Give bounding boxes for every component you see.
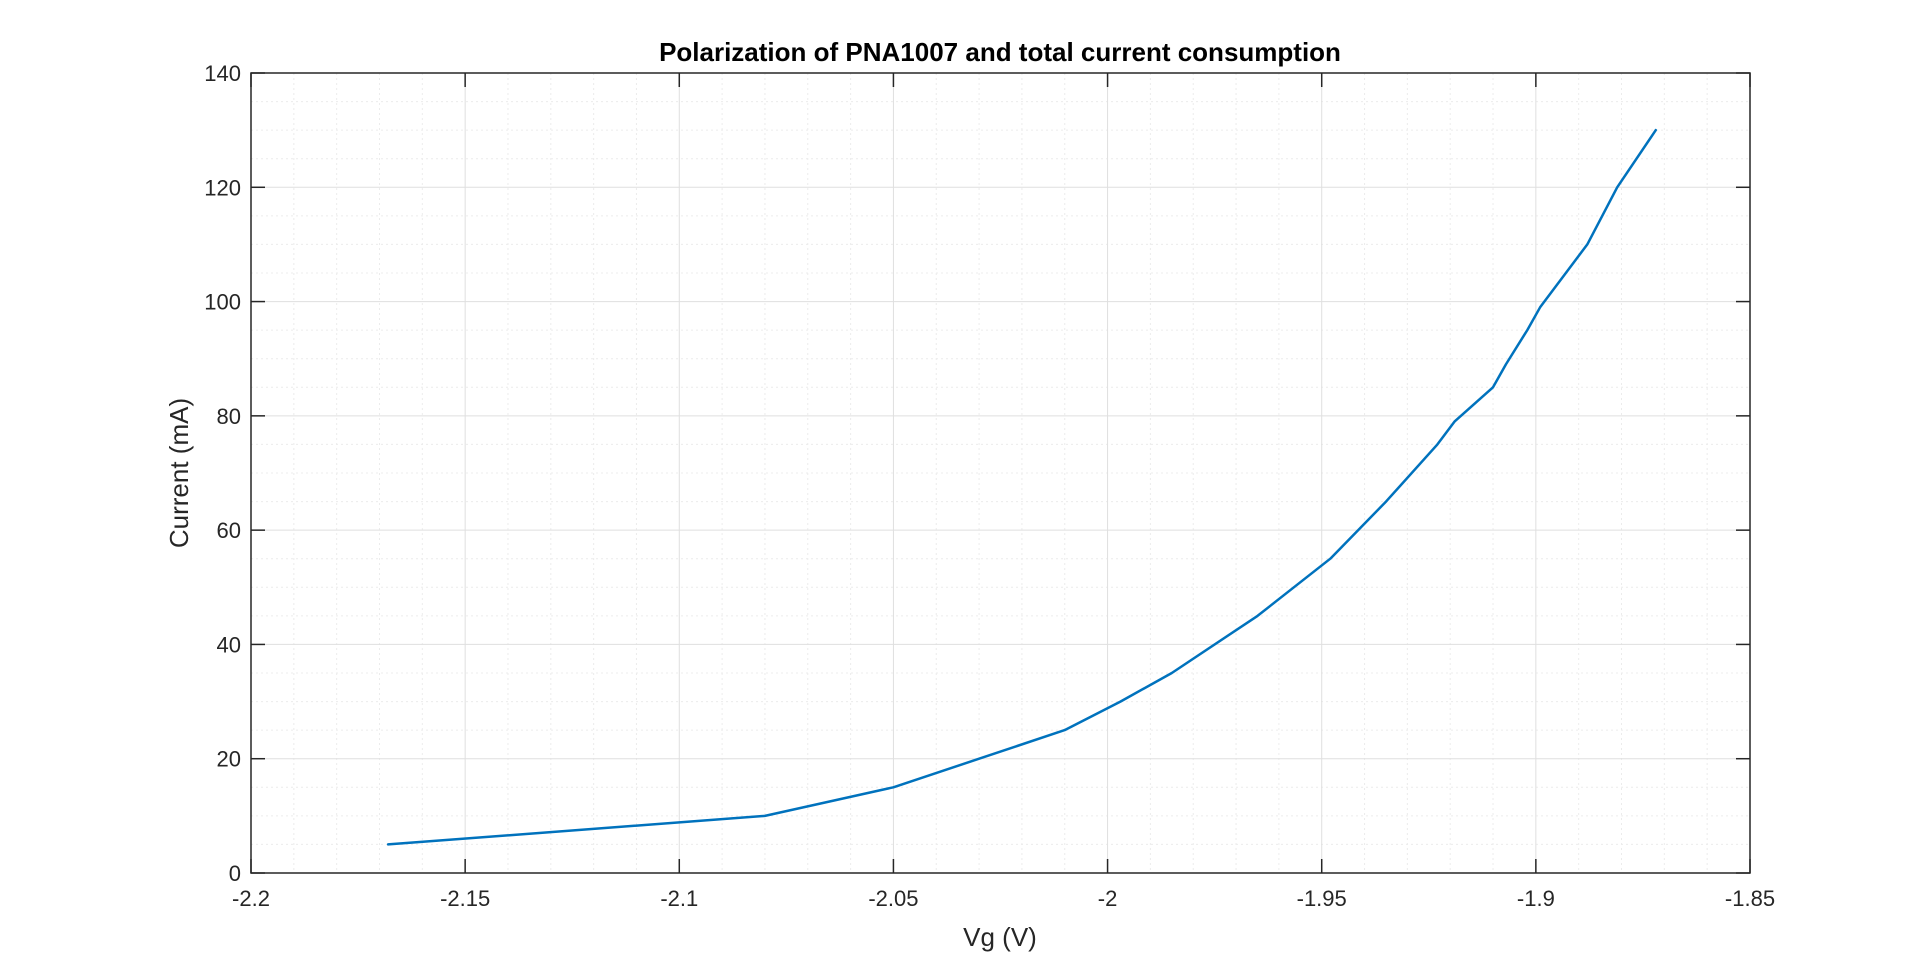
x-tick-label: -1.85 <box>1725 886 1775 911</box>
x-tick-label: -2.15 <box>440 886 490 911</box>
y-tick-label: 0 <box>229 861 241 886</box>
x-tick-label: -2 <box>1098 886 1118 911</box>
axes-box <box>250 72 1751 874</box>
series-line <box>386 128 1658 846</box>
x-tick-label: -1.95 <box>1297 886 1347 911</box>
x-tick-label: -1.9 <box>1517 886 1555 911</box>
x-axis-label: Vg (V) <box>963 922 1037 952</box>
x-tick-label: -2.2 <box>232 886 270 911</box>
plot-area-background <box>251 73 1750 873</box>
y-tick-label: 100 <box>204 290 241 315</box>
tick-marks <box>250 72 1751 874</box>
y-tick-label: 80 <box>217 404 241 429</box>
y-tick-label: 40 <box>217 632 241 657</box>
x-tick-label: -2.1 <box>660 886 698 911</box>
chart-title: Polarization of PNA1007 and total curren… <box>659 37 1341 67</box>
minor-grid <box>251 73 1750 873</box>
y-axis-label: Current (mA) <box>164 398 194 548</box>
x-tick-label: -2.05 <box>868 886 918 911</box>
y-tick-labels: 0 20 40 60 80 100 120 140 <box>204 61 241 886</box>
x-tick-labels: -2.2 -2.15 -2.1 -2.05 -2 -1.95 -1.9 -1.85 <box>232 886 1775 911</box>
series-layer <box>386 128 1658 846</box>
y-tick-label: 20 <box>217 747 241 772</box>
y-tick-label: 120 <box>204 175 241 200</box>
y-tick-label: 60 <box>217 518 241 543</box>
y-tick-label: 140 <box>204 61 241 86</box>
